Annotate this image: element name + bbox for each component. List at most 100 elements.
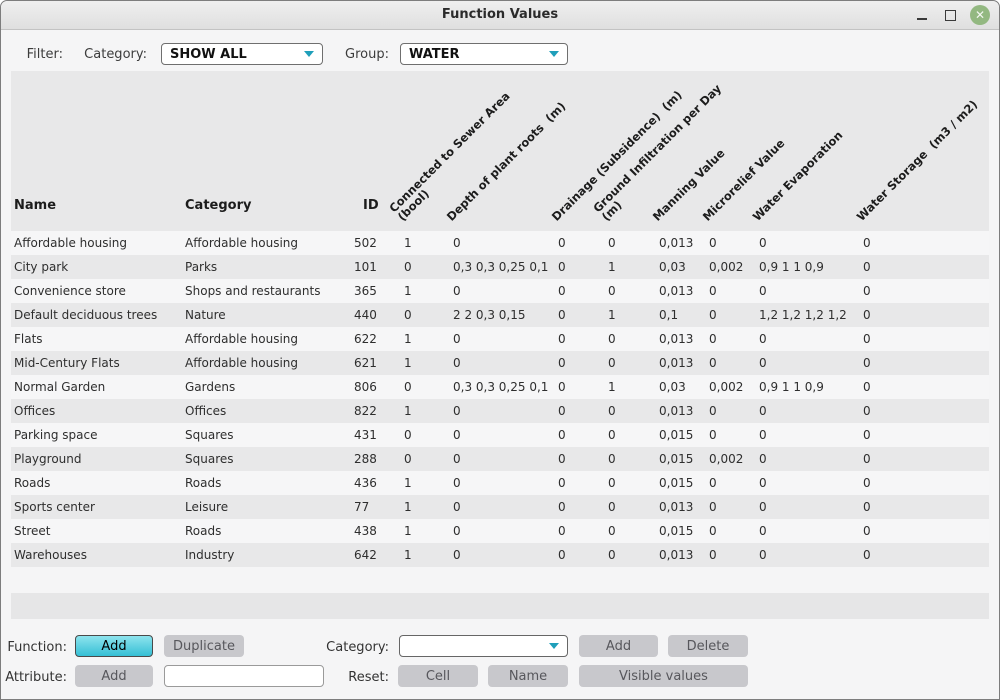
cell-category[interactable]: Offices bbox=[185, 404, 227, 418]
cell-depth[interactable]: 0 bbox=[453, 524, 461, 538]
cell-connected[interactable]: 0 bbox=[404, 308, 412, 322]
cell-connected[interactable]: 0 bbox=[404, 380, 412, 394]
cell-depth[interactable]: 0 bbox=[453, 236, 461, 250]
cell-depth[interactable]: 2 2 0,3 0,15 bbox=[453, 308, 526, 322]
cell-evaporation[interactable]: 0 bbox=[759, 284, 767, 298]
cell-drainage[interactable]: 0 bbox=[558, 428, 566, 442]
reset-name-button[interactable]: Name bbox=[488, 665, 568, 687]
cell-ground[interactable]: 0 bbox=[608, 500, 616, 514]
cell-name[interactable]: Convenience store bbox=[14, 284, 126, 298]
cell-category[interactable]: Affordable housing bbox=[185, 332, 299, 346]
cell-id[interactable]: 436 bbox=[354, 476, 377, 490]
cell-manning[interactable]: 0,013 bbox=[659, 332, 694, 346]
cell-drainage[interactable]: 0 bbox=[558, 476, 566, 490]
cell-drainage[interactable]: 0 bbox=[558, 548, 566, 562]
cell-category[interactable]: Affordable housing bbox=[185, 356, 299, 370]
cell-manning[interactable]: 0,015 bbox=[659, 524, 694, 538]
cell-evaporation[interactable]: 0 bbox=[759, 404, 767, 418]
table-row[interactable]: Mid-Century Flats Affordable housing 621 1 0… bbox=[11, 351, 989, 375]
minimize-button[interactable] bbox=[911, 1, 933, 29]
cell-name[interactable]: Offices bbox=[14, 404, 56, 418]
cell-id[interactable]: 77 bbox=[354, 500, 370, 514]
cell-id[interactable]: 622 bbox=[354, 332, 377, 346]
cell-connected[interactable]: 1 bbox=[404, 356, 412, 370]
cell-id[interactable]: 101 bbox=[354, 260, 377, 274]
cell-evaporation[interactable]: 0 bbox=[759, 524, 767, 538]
cell-manning[interactable]: 0,03 bbox=[659, 380, 686, 394]
cell-depth[interactable]: 0 bbox=[453, 332, 461, 346]
close-button[interactable]: ✕ bbox=[969, 1, 991, 29]
cell-category[interactable]: Affordable housing bbox=[185, 236, 299, 250]
cell-storage[interactable]: 0 bbox=[863, 308, 871, 322]
table-row[interactable]: Normal Garden Gardens 806 0 0,3 0,3 0,25 0,1… bbox=[11, 375, 989, 399]
table-row[interactable]: Warehouses Industry 642 1 0 0 0 0,013 0 0 0 bbox=[11, 543, 989, 567]
cell-manning[interactable]: 0,015 bbox=[659, 428, 694, 442]
function-duplicate-button[interactable]: Duplicate bbox=[164, 635, 244, 657]
cell-name[interactable]: Sports center bbox=[14, 500, 95, 514]
cell-evaporation[interactable]: 0 bbox=[759, 548, 767, 562]
cell-depth[interactable]: 0 bbox=[453, 356, 461, 370]
cell-id[interactable]: 365 bbox=[354, 284, 377, 298]
cell-category[interactable]: Gardens bbox=[185, 380, 236, 394]
cell-id[interactable]: 502 bbox=[354, 236, 377, 250]
cell-name[interactable]: Parking space bbox=[14, 428, 98, 442]
cell-ground[interactable]: 1 bbox=[608, 260, 616, 274]
cell-depth[interactable]: 0 bbox=[453, 404, 461, 418]
cell-name[interactable]: Roads bbox=[14, 476, 51, 490]
cell-storage[interactable]: 0 bbox=[863, 380, 871, 394]
cell-evaporation[interactable]: 0,9 1 1 0,9 bbox=[759, 380, 824, 394]
cell-ground[interactable]: 0 bbox=[608, 476, 616, 490]
cell-microrelief[interactable]: 0 bbox=[709, 428, 717, 442]
cell-drainage[interactable]: 0 bbox=[558, 500, 566, 514]
cell-ground[interactable]: 0 bbox=[608, 524, 616, 538]
cell-id[interactable]: 438 bbox=[354, 524, 377, 538]
table-row[interactable]: Sports center Leisure 77 1 0 0 0 0,013 0 0 0 bbox=[11, 495, 989, 519]
cell-name[interactable]: Playground bbox=[14, 452, 82, 466]
cell-storage[interactable]: 0 bbox=[863, 476, 871, 490]
cell-drainage[interactable]: 0 bbox=[558, 452, 566, 466]
table-row[interactable]: Roads Roads 436 1 0 0 0 0,015 0 0 0 bbox=[11, 471, 989, 495]
cell-depth[interactable]: 0 bbox=[453, 500, 461, 514]
table-row[interactable]: Flats Affordable housing 622 1 0 0 0 0,013 0 0 0 bbox=[11, 327, 989, 351]
cell-evaporation[interactable]: 0 bbox=[759, 452, 767, 466]
cell-microrelief[interactable]: 0 bbox=[709, 236, 717, 250]
table-row[interactable]: Parking space Squares 431 0 0 0 0 0,015 0 0 0 bbox=[11, 423, 989, 447]
cell-storage[interactable]: 0 bbox=[863, 260, 871, 274]
column-header-name[interactable]: Name bbox=[14, 198, 57, 213]
cell-microrelief[interactable]: 0 bbox=[709, 332, 717, 346]
cell-ground[interactable]: 0 bbox=[608, 356, 616, 370]
cell-ground[interactable]: 0 bbox=[608, 548, 616, 562]
cell-evaporation[interactable]: 0 bbox=[759, 428, 767, 442]
cell-connected[interactable]: 1 bbox=[404, 548, 412, 562]
cell-storage[interactable]: 0 bbox=[863, 236, 871, 250]
cell-connected[interactable]: 1 bbox=[404, 476, 412, 490]
cell-connected[interactable]: 0 bbox=[404, 428, 412, 442]
cell-microrelief[interactable]: 0 bbox=[709, 524, 717, 538]
cell-ground[interactable]: 0 bbox=[608, 404, 616, 418]
cell-drainage[interactable]: 0 bbox=[558, 380, 566, 394]
cell-manning[interactable]: 0,015 bbox=[659, 452, 694, 466]
cell-manning[interactable]: 0,013 bbox=[659, 548, 694, 562]
cell-manning[interactable]: 0,013 bbox=[659, 500, 694, 514]
cell-evaporation[interactable]: 0,9 1 1 0,9 bbox=[759, 260, 824, 274]
cell-id[interactable]: 288 bbox=[354, 452, 377, 466]
cell-evaporation[interactable]: 0 bbox=[759, 476, 767, 490]
column-header-id[interactable]: ID bbox=[363, 198, 379, 213]
cell-manning[interactable]: 0,015 bbox=[659, 476, 694, 490]
column-header-water-evaporation[interactable]: Water Evaporation bbox=[749, 128, 846, 224]
cell-name[interactable]: City park bbox=[14, 260, 69, 274]
cell-id[interactable]: 621 bbox=[354, 356, 377, 370]
cell-ground[interactable]: 0 bbox=[608, 332, 616, 346]
cell-category[interactable]: Roads bbox=[185, 524, 222, 538]
cell-microrelief[interactable]: 0 bbox=[709, 356, 717, 370]
cell-id[interactable]: 806 bbox=[354, 380, 377, 394]
cell-ground[interactable]: 0 bbox=[608, 428, 616, 442]
column-header-category[interactable]: Category bbox=[185, 198, 252, 213]
cell-ground[interactable]: 1 bbox=[608, 380, 616, 394]
cell-drainage[interactable]: 0 bbox=[558, 260, 566, 274]
cell-connected[interactable]: 1 bbox=[404, 236, 412, 250]
cell-microrelief[interactable]: 0,002 bbox=[709, 452, 744, 466]
maximize-button[interactable] bbox=[939, 1, 961, 29]
function-add-button[interactable]: Add bbox=[75, 635, 153, 657]
cell-category[interactable]: Shops and restaurants bbox=[185, 284, 321, 298]
